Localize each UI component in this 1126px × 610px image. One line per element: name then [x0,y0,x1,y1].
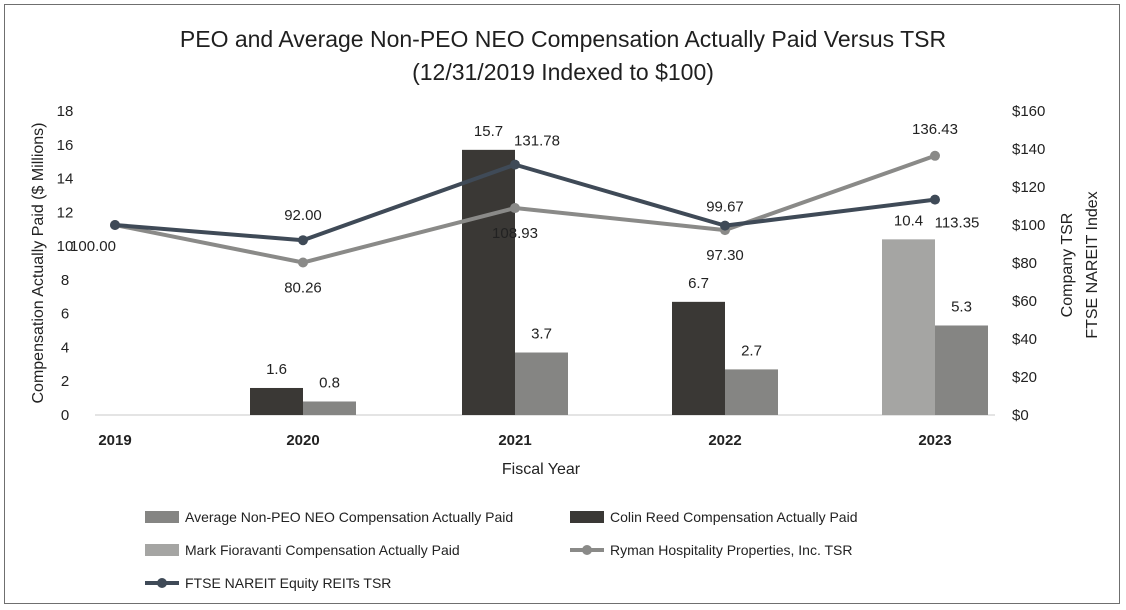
y2-tick-label: $40 [1012,331,1037,348]
point-ftse-tsr-2022 [720,220,730,231]
y2-tick-label: $20 [1012,369,1037,386]
y-tick-label: 4 [61,339,69,356]
y-tick-label: 16 [57,137,74,154]
bar-data-label: 10.4 [894,212,923,229]
x-tick-label: 2023 [918,432,951,449]
bar-average-2023 [935,325,988,415]
point-ryman-tsr-2020 [298,257,308,268]
bar-average-2021 [515,352,568,415]
y-axis-label: Compensation Actually Paid ($ Millions) [30,122,47,403]
point-ftse-tsr-2020 [298,235,308,246]
x-tick-label: 2022 [708,432,741,449]
chart-title-line2: (12/31/2019 Indexed to $100) [412,59,714,85]
bar-average-2022 [725,369,778,415]
line-data-label: 108.93 [492,225,538,242]
legend-mark-fioravanti-label: Mark Fioravanti Compensation Actually Pa… [185,542,460,558]
point-ryman-tsr-2021 [510,203,520,214]
y-tick-label: 14 [57,171,74,188]
line-data-label: 131.78 [514,133,560,150]
legend-ryman-tsr-label: Ryman Hospitality Properties, Inc. TSR [610,542,853,558]
line-data-label: 113.35 [935,215,980,232]
y-tick-label: 18 [57,103,74,120]
bar-colin-2020 [250,387,303,415]
line-data-label: 99.67 [706,199,744,216]
line-data-label: 80.26 [284,280,322,297]
legend-colin-reed-swatch [570,511,604,523]
y-tick-label: 2 [61,373,69,390]
legend-avg-neo-label: Average Non-PEO NEO Compensation Actuall… [185,509,513,525]
y-tick-label: 0 [61,407,69,424]
bar-data-label: 0.8 [319,374,340,391]
y-tick-label: 8 [61,272,69,289]
x-tick-label: 2021 [498,432,531,449]
line-data-label: 97.30 [706,247,744,264]
bar-data-label: 5.3 [951,298,972,315]
y2-tick-label: $140 [1012,141,1045,158]
y2-tick-label: $60 [1012,293,1037,310]
point-ryman-tsr-2023 [930,150,940,161]
x-axis-label: Fiscal Year [502,461,581,478]
legend: Average Non-PEO NEO Compensation Actuall… [145,509,857,591]
x-tick-label: 2020 [286,432,319,449]
legend-mark-fioravanti-swatch [145,544,179,556]
bar-colin-2022 [672,301,725,415]
line-data-label: 92.00 [284,207,322,224]
y2-tick-label: $0 [1012,407,1029,424]
bar-data-label: 15.7 [474,123,503,140]
chart-canvas: PEO and Average Non-PEO NEO Compensation… [30,26,1101,591]
legend-colin-reed-label: Colin Reed Compensation Actually Paid [610,509,857,525]
plot-area: 0 2 4 6 8 10 12 14 16 18 $0 $20 $40 $60 $80 $100 $120 $14… [57,103,1046,449]
chart-frame: PEO and Average Non-PEO NEO Compensation… [4,4,1120,604]
y2-tick-label: $120 [1012,179,1045,196]
line-data-label: 100.00 [70,238,116,255]
bar-data-label: 2.7 [741,342,762,359]
y2-tick-label: $80 [1012,255,1037,272]
bar-mark-2023 [882,239,935,415]
bar-data-label: 6.7 [688,275,709,292]
y-tick-label: 6 [61,306,69,323]
line-ryman-tsr [114,153,936,265]
legend-ftse-tsr-label: FTSE NAREIT Equity REITs TSR [185,575,391,591]
point-ftse-tsr-2021 [510,159,520,170]
y2-tick-label: $160 [1012,103,1045,120]
y-tick-label: 10 [57,238,74,255]
y2-axis-label-line2: FTSE NAREIT Index [1084,191,1101,338]
point-ftse-tsr-2023 [930,194,940,205]
point-ftse-tsr-2019 [110,220,120,230]
bar-data-label: 3.7 [531,326,552,343]
legend-ftse-tsr-marker [157,578,167,588]
bar-average-2020 [303,401,356,415]
y2-axis-label-line1: Company TSR [1059,213,1076,318]
y-tick-label: 12 [57,204,74,221]
legend-avg-neo-swatch [145,511,179,523]
chart-title-line1: PEO and Average Non-PEO NEO Compensation… [180,26,946,52]
bar-data-label: 1.6 [266,361,287,378]
bar-colin-2021 [462,149,515,415]
line-data-label: 136.43 [912,121,958,138]
y2-tick-label: $100 [1012,217,1045,234]
x-tick-label: 2019 [98,432,131,449]
legend-ryman-tsr-marker [582,545,592,555]
